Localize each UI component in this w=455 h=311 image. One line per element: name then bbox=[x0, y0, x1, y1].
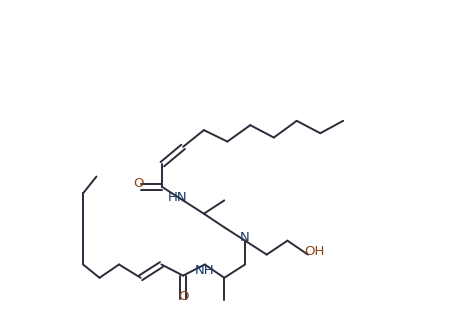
Text: OH: OH bbox=[304, 245, 324, 258]
Text: O: O bbox=[177, 290, 188, 303]
Text: O: O bbox=[133, 178, 143, 190]
Text: NH: NH bbox=[195, 263, 214, 276]
Text: N: N bbox=[240, 231, 249, 244]
Text: HN: HN bbox=[167, 191, 187, 204]
